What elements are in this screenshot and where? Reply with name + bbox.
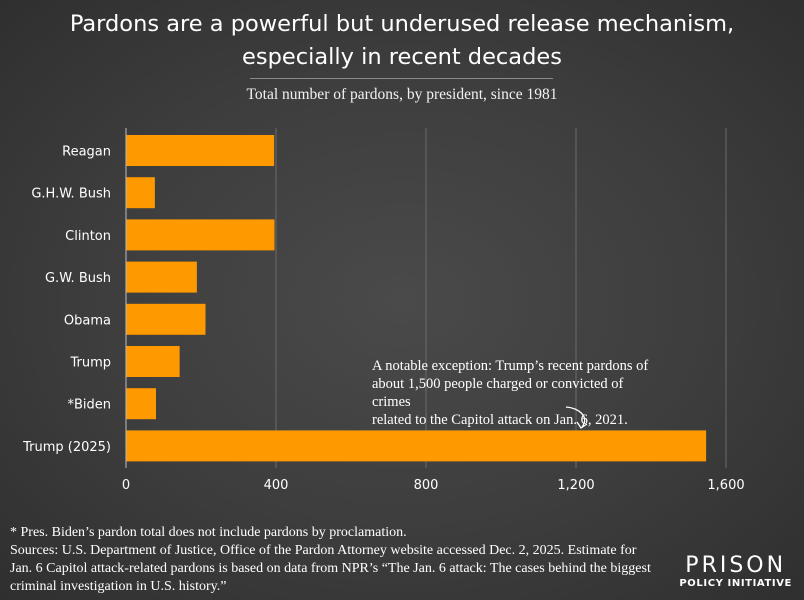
bar xyxy=(126,177,155,209)
logo-line-2: POLICY INITIATIVE xyxy=(679,578,792,589)
x-tick-label: 0 xyxy=(122,478,130,493)
prison-policy-initiative-logo: PRISON POLICY INITIATIVE xyxy=(679,555,792,591)
x-axis-ticks: 0 400 800 1,200 1,600 xyxy=(122,478,745,493)
y-category-label: Trump xyxy=(69,356,111,371)
bar xyxy=(126,388,156,420)
annotation-text: A notable exception: Trump’s recent pard… xyxy=(372,357,652,429)
sources-line-3: criminal investigation in U.S. history.” xyxy=(10,579,227,594)
title-divider xyxy=(250,78,553,79)
bars xyxy=(126,135,707,462)
chart-title: Pardons are a powerful but underused rel… xyxy=(0,8,804,74)
sources-line-2: Jan. 6 Capitol attack-related pardons is… xyxy=(10,561,651,576)
y-category-label: G.H.W. Bush xyxy=(31,187,111,202)
annotation-arrow-icon xyxy=(565,406,586,428)
x-tick-label: 400 xyxy=(264,478,289,493)
chart-subtitle: Total number of pardons, by president, s… xyxy=(246,86,558,103)
sources-line-1: Sources: U.S. Department of Justice, Off… xyxy=(10,543,637,558)
bar xyxy=(126,303,206,335)
x-tick-label: 800 xyxy=(414,478,439,493)
gridlines xyxy=(275,128,727,468)
bar xyxy=(126,219,275,251)
bar xyxy=(126,430,707,462)
title-line-2: especially in recent decades xyxy=(242,44,562,70)
annotation-line-1: A notable exception: Trump’s recent pard… xyxy=(372,358,649,374)
title-line-1: Pardons are a powerful but underused rel… xyxy=(69,11,735,37)
y-category-label: Reagan xyxy=(62,145,111,160)
logo-line-1: PRISON xyxy=(685,553,787,578)
bar xyxy=(126,346,180,377)
y-category-label: G.W. Bush xyxy=(45,271,111,286)
x-tick-label: 1,600 xyxy=(707,478,744,493)
annotation-line-2: about 1,500 people charged or convicted … xyxy=(372,376,624,410)
x-tick-label: 1,200 xyxy=(557,478,594,493)
y-axis-labels: Reagan G.H.W. Bush Clinton G.W. Bush Obama Tr… xyxy=(22,145,111,455)
annotation-line-3: related to the Capitol attack on Jan. 6,… xyxy=(372,412,628,428)
y-category-label: Trump (2025) xyxy=(22,440,111,455)
annotation-arrowhead-icon xyxy=(576,421,588,429)
footnote: * Pres. Biden’s pardon total does not in… xyxy=(10,524,670,596)
y-category-label: Obama xyxy=(64,313,111,328)
biden-note: * Pres. Biden’s pardon total does not in… xyxy=(10,525,407,540)
y-category-label: *Biden xyxy=(67,398,111,413)
y-category-label: Clinton xyxy=(65,229,111,244)
bar xyxy=(126,135,275,166)
bar xyxy=(126,261,197,293)
